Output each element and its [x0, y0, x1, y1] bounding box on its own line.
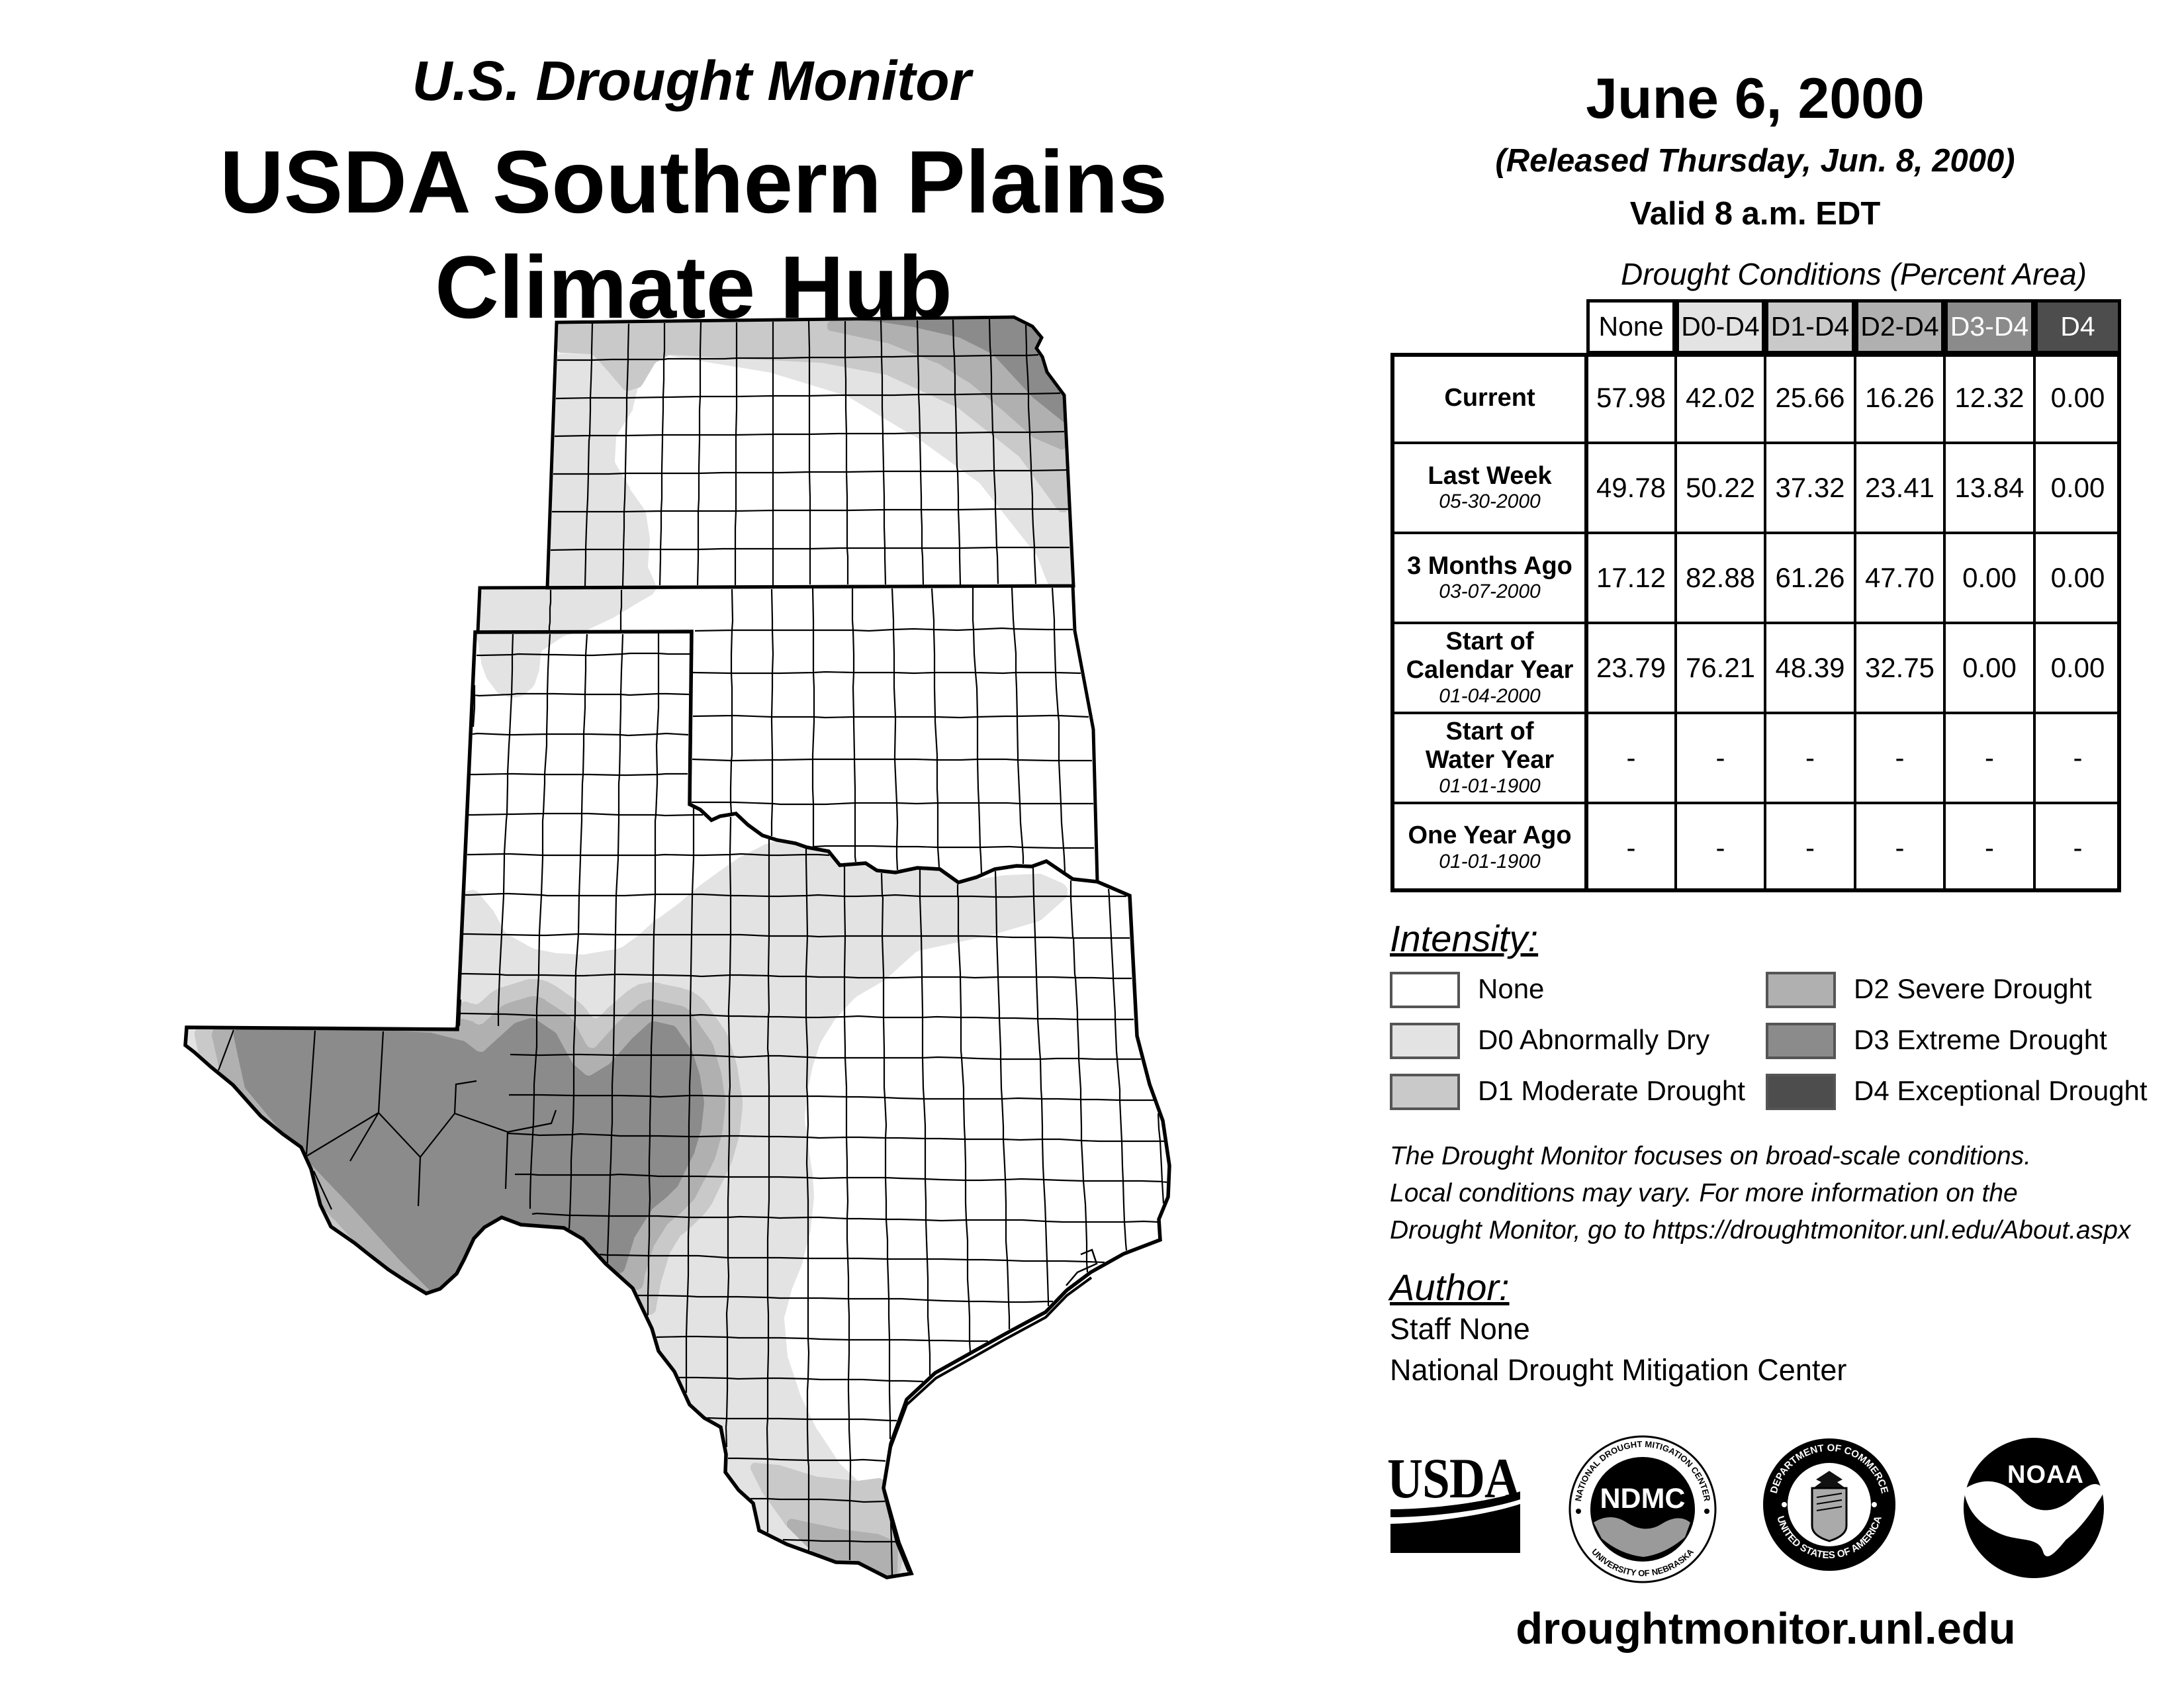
svg-text:NDMC: NDMC — [1600, 1483, 1686, 1515]
svg-text:NOAA: NOAA — [2007, 1461, 2084, 1489]
